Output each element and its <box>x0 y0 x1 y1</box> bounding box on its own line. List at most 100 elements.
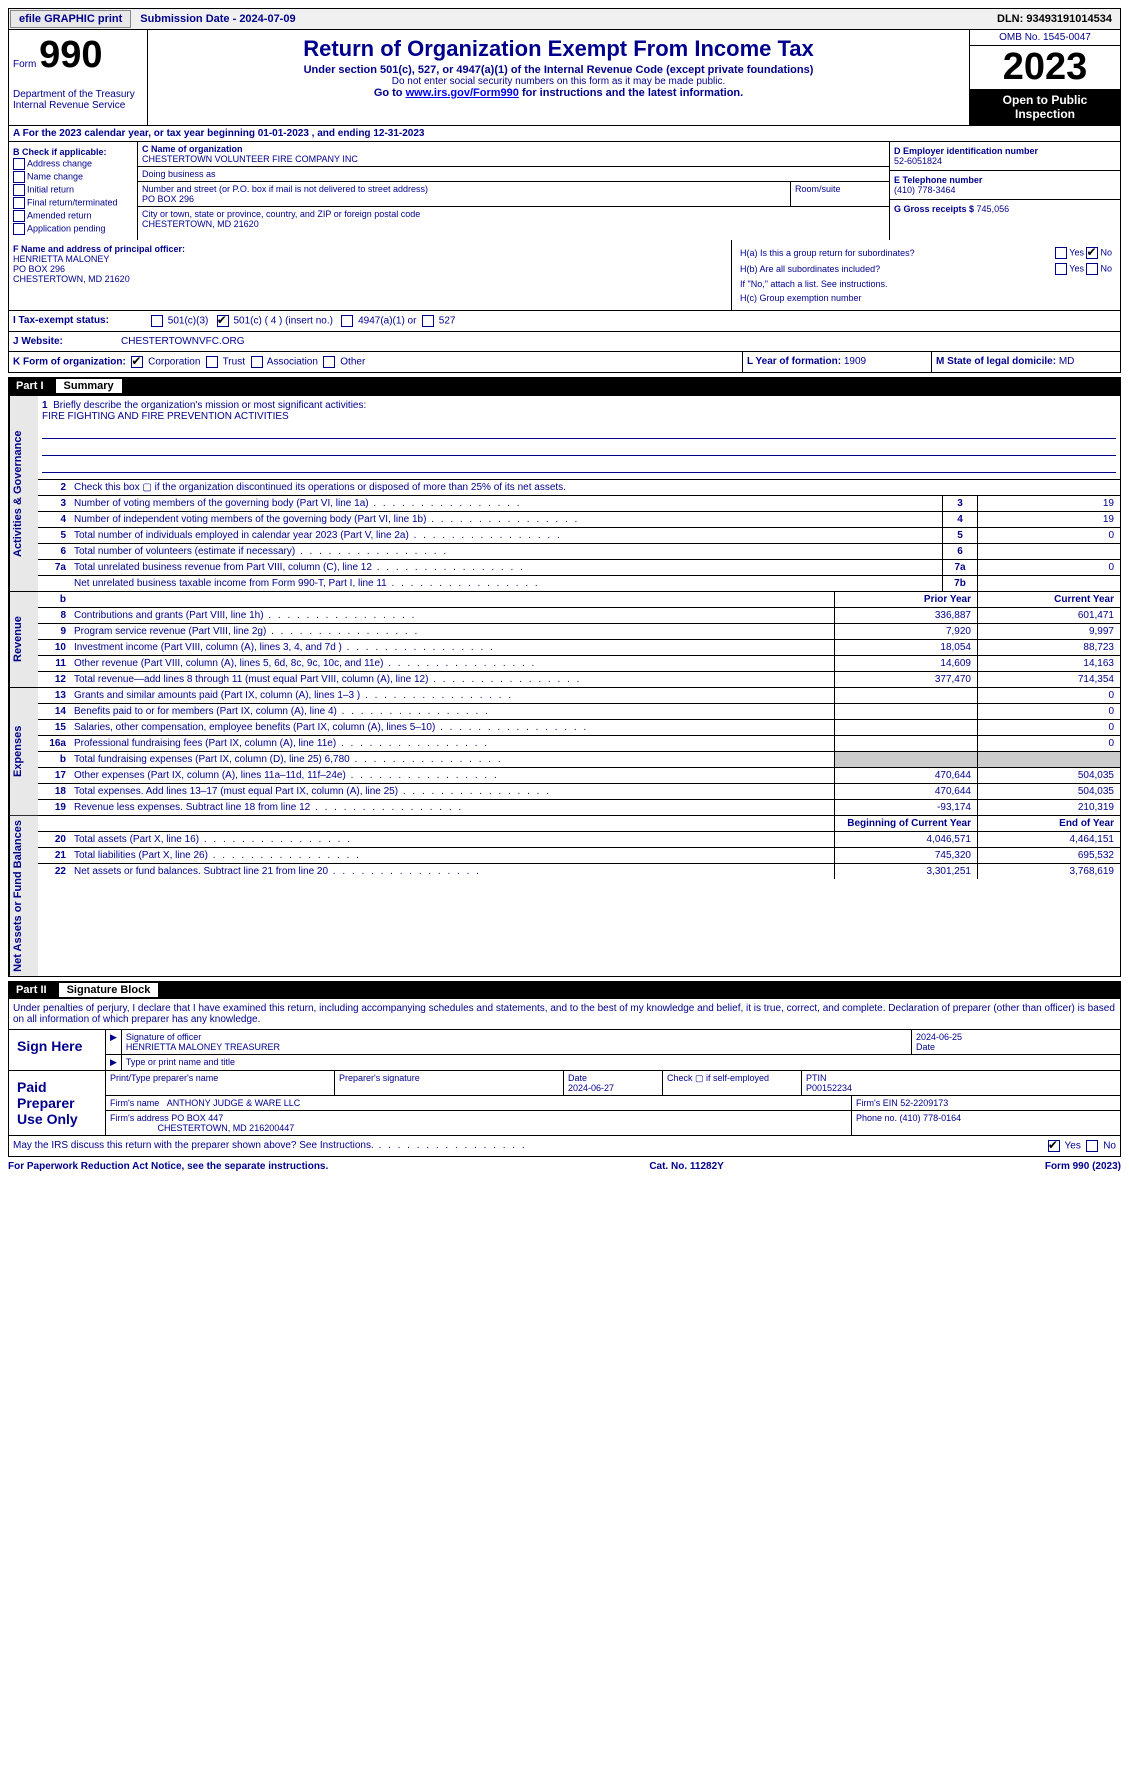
website-value: CHESTERTOWNVFC.ORG <box>117 332 1120 351</box>
checkbox-address-change[interactable] <box>13 158 25 170</box>
irs-link[interactable]: www.irs.gov/Form990 <box>406 87 519 99</box>
firm-ein: 52-2209173 <box>900 1098 948 1108</box>
checkbox-name-change[interactable] <box>13 171 25 183</box>
self-employed-check: Check ▢ if self-employed <box>663 1071 802 1095</box>
checkbox-hb-yes[interactable] <box>1055 263 1067 275</box>
arrow-icon: ▶ <box>106 1055 122 1070</box>
tel-label: E Telephone number <box>894 175 1116 185</box>
prep-date: 2024-06-27 <box>568 1083 614 1093</box>
org-name-label: C Name of organization <box>142 144 885 154</box>
form-note1: Do not enter social security numbers on … <box>152 76 965 87</box>
col-d-info: D Employer identification number 52-6051… <box>890 142 1120 240</box>
part2-header: Part II Signature Block <box>8 981 1121 999</box>
block-bcd: B Check if applicable: Address change Na… <box>8 142 1121 240</box>
checkbox-501c[interactable] <box>217 315 229 327</box>
col-b-checkboxes: B Check if applicable: Address change Na… <box>9 142 138 240</box>
sign-here-label: Sign Here <box>9 1030 106 1070</box>
form-title: Return of Organization Exempt From Incom… <box>152 36 965 62</box>
label-revenue: Revenue <box>9 592 38 687</box>
open-public-badge: Open to Public Inspection <box>970 89 1120 125</box>
year-formation: 1909 <box>844 356 866 367</box>
top-bar: efile GRAPHIC print Submission Date - 20… <box>8 8 1121 30</box>
ha-label: H(a) Is this a group return for subordin… <box>738 246 1017 260</box>
footer-mid: Cat. No. 11282Y <box>649 1161 723 1172</box>
data-row: 17Other expenses (Part IX, column (A), l… <box>38 768 1120 784</box>
data-row: 11Other revenue (Part VIII, column (A), … <box>38 656 1120 672</box>
col-current-year: Current Year <box>977 592 1120 607</box>
part1-header: Part I Summary <box>8 377 1121 395</box>
addr-label: Number and street (or P.O. box if mail i… <box>142 184 786 194</box>
checkbox-ha-yes[interactable] <box>1055 247 1067 259</box>
data-row: 19Revenue less expenses. Subtract line 1… <box>38 800 1120 815</box>
data-row: 22Net assets or fund balances. Subtract … <box>38 864 1120 879</box>
efile-button[interactable]: efile GRAPHIC print <box>10 10 131 28</box>
firm-addr1: PO BOX 447 <box>171 1113 223 1123</box>
data-row: 13Grants and similar amounts paid (Part … <box>38 688 1120 704</box>
row-taxexempt: I Tax-exempt status: 501(c)(3) 501(c) ( … <box>8 311 1121 332</box>
data-row: 20Total assets (Part X, line 16)4,046,57… <box>38 832 1120 848</box>
officer-addr1: PO BOX 296 <box>13 264 727 274</box>
city-value: CHESTERTOWN, MD 21620 <box>142 219 885 229</box>
checkbox-other[interactable] <box>323 356 335 368</box>
label-governance: Activities & Governance <box>9 396 38 591</box>
checkbox-ha-no[interactable] <box>1086 247 1098 259</box>
officer-name: HENRIETTA MALONEY <box>13 254 727 264</box>
hb-label: H(b) Are all subordinates included? <box>738 262 1017 276</box>
mission-answer: FIRE FIGHTING AND FIRE PREVENTION ACTIVI… <box>42 411 289 422</box>
addr-value: PO BOX 296 <box>142 194 786 204</box>
officer-label: F Name and address of principal officer: <box>13 244 727 254</box>
firm-phone: (410) 778-0164 <box>900 1113 962 1123</box>
gov-row: 5Total number of individuals employed in… <box>38 528 1120 544</box>
row-website: J Website: CHESTERTOWNVFC.ORG <box>8 332 1121 352</box>
sig-officer-label: Signature of officer <box>126 1032 907 1042</box>
col-c-org: C Name of organization CHESTERTOWN VOLUN… <box>138 142 890 240</box>
checkbox-527[interactable] <box>422 315 434 327</box>
room-label: Room/suite <box>791 182 889 206</box>
hb-note: If "No," attach a list. See instructions… <box>738 278 1114 290</box>
checkbox-4947[interactable] <box>341 315 353 327</box>
gov-row: Net unrelated business taxable income fr… <box>38 576 1120 591</box>
row-a-tax-year: A For the 2023 calendar year, or tax yea… <box>8 126 1121 142</box>
dba-label: Doing business as <box>142 169 885 179</box>
checkbox-trust[interactable] <box>206 356 218 368</box>
dln-label: DLN: 93493191014534 <box>989 11 1120 27</box>
section-expenses: Expenses 13Grants and similar amounts pa… <box>8 688 1121 816</box>
gov-row: 2Check this box ▢ if the organization di… <box>38 480 1120 496</box>
col-prior-year: Prior Year <box>834 592 977 607</box>
city-label: City or town, state or province, country… <box>142 209 885 219</box>
firm-name: ANTHONY JUDGE & WARE LLC <box>167 1098 301 1108</box>
label-netassets: Net Assets or Fund Balances <box>9 816 38 976</box>
block-fh: F Name and address of principal officer:… <box>8 240 1121 311</box>
hc-label: H(c) Group exemption number <box>738 292 1114 304</box>
checkbox-hb-no[interactable] <box>1086 263 1098 275</box>
checkbox-app-pending[interactable] <box>13 223 25 235</box>
penalty-declaration: Under penalties of perjury, I declare th… <box>9 999 1120 1029</box>
data-row: 14Benefits paid to or for members (Part … <box>38 704 1120 720</box>
checkbox-501c3[interactable] <box>151 315 163 327</box>
gross-label: G Gross receipts $ <box>894 204 977 214</box>
label-expenses: Expenses <box>9 688 38 815</box>
footer-right: Form 990 (2023) <box>1045 1161 1121 1172</box>
checkbox-final-return[interactable] <box>13 197 25 209</box>
checkbox-amended[interactable] <box>13 210 25 222</box>
firm-addr2: CHESTERTOWN, MD 216200447 <box>158 1123 295 1133</box>
data-row: 16aProfessional fundraising fees (Part I… <box>38 736 1120 752</box>
col-begin-year: Beginning of Current Year <box>834 816 977 831</box>
tel-value: (410) 778-3464 <box>894 185 1116 195</box>
checkbox-discuss-no[interactable] <box>1086 1140 1098 1152</box>
officer-signature: HENRIETTA MALONEY TREASURER <box>126 1042 907 1052</box>
prep-sig-label: Preparer's signature <box>335 1071 564 1095</box>
officer-addr2: CHESTERTOWN, MD 21620 <box>13 274 727 284</box>
checkbox-discuss-yes[interactable] <box>1048 1140 1060 1152</box>
data-row: 18Total expenses. Add lines 13–17 (must … <box>38 784 1120 800</box>
checkbox-corp[interactable] <box>131 356 143 368</box>
row-formorg: K Form of organization: Corporation Trus… <box>8 352 1121 373</box>
state-domicile: MD <box>1059 356 1075 367</box>
form-number: 990 <box>39 34 102 76</box>
form-subtitle: Under section 501(c), 527, or 4947(a)(1)… <box>152 64 965 76</box>
checkbox-assoc[interactable] <box>251 356 263 368</box>
ein-label: D Employer identification number <box>894 146 1116 156</box>
form-note2: Go to www.irs.gov/Form990 for instructio… <box>152 87 965 99</box>
checkbox-initial-return[interactable] <box>13 184 25 196</box>
gov-row: 7aTotal unrelated business revenue from … <box>38 560 1120 576</box>
